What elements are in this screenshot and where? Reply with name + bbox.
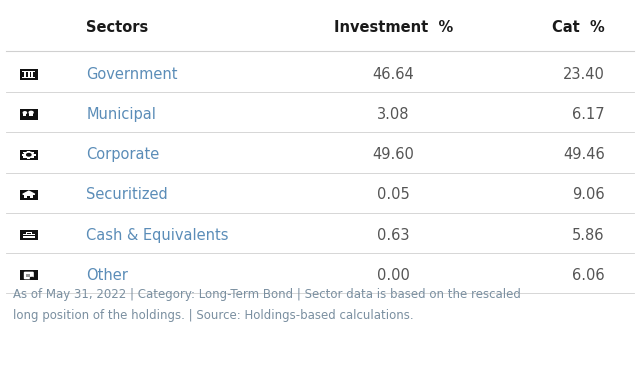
Text: 6.06: 6.06 [572, 268, 605, 283]
Text: 6.17: 6.17 [572, 107, 605, 122]
Circle shape [29, 111, 33, 113]
Text: Cat  %: Cat % [552, 20, 605, 35]
Text: Sectors: Sectors [86, 20, 148, 35]
Text: 5.86: 5.86 [572, 228, 605, 243]
FancyBboxPatch shape [20, 230, 38, 240]
Text: As of May 31, 2022 | Category: Long-Term Bond | Sector data is based on the resc: As of May 31, 2022 | Category: Long-Term… [13, 288, 521, 301]
Circle shape [24, 152, 33, 157]
Text: 3.08: 3.08 [378, 107, 410, 122]
FancyBboxPatch shape [26, 274, 31, 275]
FancyBboxPatch shape [24, 152, 27, 154]
Text: 0.63: 0.63 [378, 228, 410, 243]
FancyBboxPatch shape [20, 69, 38, 80]
FancyBboxPatch shape [28, 196, 30, 198]
FancyBboxPatch shape [24, 156, 27, 158]
FancyBboxPatch shape [23, 113, 26, 116]
Text: 9.06: 9.06 [572, 187, 605, 202]
FancyBboxPatch shape [27, 233, 31, 234]
FancyBboxPatch shape [26, 232, 31, 234]
FancyBboxPatch shape [26, 276, 31, 277]
FancyBboxPatch shape [31, 156, 34, 158]
Text: 0.05: 0.05 [377, 187, 410, 202]
Polygon shape [24, 272, 33, 279]
Text: Securitized: Securitized [86, 187, 168, 202]
Text: Cash & Equivalents: Cash & Equivalents [86, 228, 229, 243]
Circle shape [23, 112, 26, 113]
Text: long position of the holdings. | Source: Holdings-based calculations.: long position of the holdings. | Source:… [13, 309, 413, 322]
Text: 49.60: 49.60 [372, 147, 415, 162]
FancyBboxPatch shape [22, 77, 35, 78]
FancyBboxPatch shape [28, 72, 30, 77]
FancyBboxPatch shape [28, 235, 30, 236]
FancyBboxPatch shape [23, 234, 35, 238]
Text: Municipal: Municipal [86, 107, 156, 122]
Polygon shape [30, 277, 33, 279]
Text: Investment  %: Investment % [334, 20, 453, 35]
Polygon shape [22, 191, 35, 194]
FancyBboxPatch shape [20, 150, 38, 160]
FancyBboxPatch shape [22, 154, 25, 156]
FancyBboxPatch shape [20, 190, 38, 200]
FancyBboxPatch shape [24, 72, 26, 77]
FancyBboxPatch shape [31, 72, 33, 77]
FancyBboxPatch shape [27, 151, 31, 153]
FancyBboxPatch shape [31, 152, 34, 154]
FancyBboxPatch shape [33, 154, 36, 156]
FancyBboxPatch shape [29, 113, 33, 116]
Text: 49.46: 49.46 [563, 147, 605, 162]
Text: 0.00: 0.00 [377, 268, 410, 283]
FancyBboxPatch shape [20, 270, 38, 280]
Circle shape [27, 154, 31, 156]
Text: Corporate: Corporate [86, 147, 159, 162]
Text: 46.64: 46.64 [372, 67, 415, 82]
FancyBboxPatch shape [20, 109, 38, 120]
FancyBboxPatch shape [27, 157, 31, 159]
FancyBboxPatch shape [26, 275, 31, 276]
Text: 23.40: 23.40 [563, 67, 605, 82]
Text: Government: Government [86, 67, 178, 82]
FancyBboxPatch shape [22, 71, 35, 72]
Text: Other: Other [86, 268, 128, 283]
FancyBboxPatch shape [24, 194, 33, 198]
